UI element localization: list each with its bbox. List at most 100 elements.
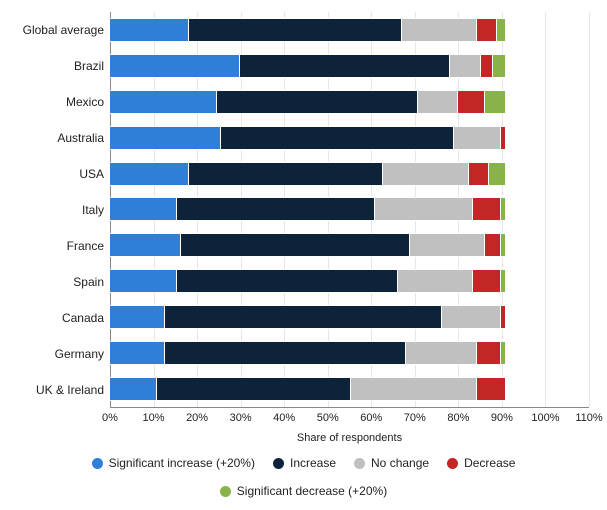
bar-segment-sig_inc[interactable] bbox=[110, 55, 240, 77]
bar-segment-dec[interactable] bbox=[473, 270, 501, 292]
bar-segment-inc[interactable] bbox=[157, 378, 351, 400]
bar-segment-sig_inc[interactable] bbox=[110, 378, 157, 400]
bar-segment-dec[interactable] bbox=[485, 234, 501, 256]
category-label: Canada bbox=[18, 301, 104, 335]
bar-segment-dec[interactable] bbox=[501, 306, 505, 328]
bar-segment-nochg[interactable] bbox=[398, 270, 473, 292]
bar-segment-inc[interactable] bbox=[189, 163, 383, 185]
x-tick-label: 100% bbox=[531, 412, 559, 424]
bar-segment-dec[interactable] bbox=[501, 127, 505, 149]
category-label: France bbox=[18, 229, 104, 263]
bar-segment-sig_dec[interactable] bbox=[489, 163, 505, 185]
category-label: Italy bbox=[18, 193, 104, 227]
bar-segment-inc[interactable] bbox=[165, 306, 441, 328]
bar-segment-dec[interactable] bbox=[458, 91, 486, 113]
bar-segment-inc[interactable] bbox=[240, 55, 449, 77]
x-tick-label: 110% bbox=[575, 412, 602, 424]
category-label: USA bbox=[18, 157, 104, 191]
bar-segment-sig_inc[interactable] bbox=[110, 19, 189, 41]
bar-segment-inc[interactable] bbox=[217, 91, 418, 113]
x-tick-label: 10% bbox=[143, 412, 165, 424]
bar-segment-sig_dec[interactable] bbox=[501, 342, 505, 364]
legend-swatch-icon bbox=[354, 458, 365, 469]
x-tick-label: 70% bbox=[404, 412, 426, 424]
bar-segment-nochg[interactable] bbox=[410, 234, 485, 256]
bar-segment-dec[interactable] bbox=[477, 19, 497, 41]
bar-segment-sig_dec[interactable] bbox=[497, 19, 505, 41]
bar-segment-sig_inc[interactable] bbox=[110, 306, 165, 328]
bar-segment-dec[interactable] bbox=[477, 342, 501, 364]
x-tick-label: 0% bbox=[102, 412, 118, 424]
category-label: Global average bbox=[18, 13, 104, 47]
legend-label: No change bbox=[371, 456, 429, 470]
x-tick-label: 30% bbox=[230, 412, 252, 424]
category-label: UK & Ireland bbox=[18, 373, 104, 407]
bar-row[interactable] bbox=[110, 197, 545, 221]
bar-segment-sig_dec[interactable] bbox=[501, 270, 505, 292]
bar-segment-sig_inc[interactable] bbox=[110, 198, 177, 220]
bar-segment-sig_inc[interactable] bbox=[110, 342, 165, 364]
bar-segment-sig_inc[interactable] bbox=[110, 163, 189, 185]
bar-row[interactable] bbox=[110, 233, 545, 257]
bar-row[interactable] bbox=[110, 54, 545, 78]
bar-row[interactable] bbox=[110, 305, 545, 329]
bar-segment-nochg[interactable] bbox=[383, 163, 470, 185]
bar-segment-dec[interactable] bbox=[469, 163, 489, 185]
bar-segment-inc[interactable] bbox=[189, 19, 402, 41]
legend-swatch-icon bbox=[447, 458, 458, 469]
bar-segment-dec[interactable] bbox=[477, 378, 505, 400]
bar-row[interactable] bbox=[110, 126, 545, 150]
bar-row[interactable] bbox=[110, 269, 545, 293]
bar-row[interactable] bbox=[110, 162, 545, 186]
bar-segment-inc[interactable] bbox=[177, 198, 374, 220]
legend-item[interactable]: Decrease bbox=[447, 456, 515, 470]
bar-segment-dec[interactable] bbox=[481, 55, 493, 77]
bar-segment-sig_inc[interactable] bbox=[110, 127, 221, 149]
bar-segment-sig_dec[interactable] bbox=[501, 234, 505, 256]
bar-segment-inc[interactable] bbox=[181, 234, 410, 256]
category-label: Australia bbox=[18, 121, 104, 155]
bar-segment-sig_inc[interactable] bbox=[110, 234, 181, 256]
bar-segment-sig_dec[interactable] bbox=[485, 91, 505, 113]
x-tick-label: 80% bbox=[447, 412, 469, 424]
x-tick-label: 20% bbox=[186, 412, 208, 424]
bar-segment-nochg[interactable] bbox=[418, 91, 457, 113]
legend-swatch-icon bbox=[273, 458, 284, 469]
x-axis-title: Share of respondents bbox=[110, 432, 589, 444]
bar-segment-nochg[interactable] bbox=[402, 19, 477, 41]
bar-row[interactable] bbox=[110, 90, 545, 114]
bar-segment-nochg[interactable] bbox=[375, 198, 474, 220]
x-tick-label: 50% bbox=[317, 412, 339, 424]
bars bbox=[110, 12, 589, 407]
bar-segment-inc[interactable] bbox=[221, 127, 454, 149]
legend-label: Increase bbox=[290, 456, 336, 470]
category-label: Spain bbox=[18, 265, 104, 299]
plot-area: Global averageBrazilMexicoAustraliaUSAIt… bbox=[18, 12, 589, 408]
bar-segment-nochg[interactable] bbox=[406, 342, 477, 364]
legend-label: Significant increase (+20%) bbox=[109, 456, 255, 470]
legend-label: Decrease bbox=[464, 456, 515, 470]
bar-segment-sig_dec[interactable] bbox=[493, 55, 505, 77]
bar-segment-nochg[interactable] bbox=[351, 378, 477, 400]
legend-item[interactable]: Increase bbox=[273, 456, 336, 470]
bar-row[interactable] bbox=[110, 18, 545, 42]
bar-segment-sig_inc[interactable] bbox=[110, 270, 177, 292]
bar-segment-sig_inc[interactable] bbox=[110, 91, 217, 113]
bar-segment-sig_dec[interactable] bbox=[501, 198, 505, 220]
bar-row[interactable] bbox=[110, 377, 545, 401]
bar-segment-dec[interactable] bbox=[473, 198, 501, 220]
legend-item[interactable]: Significant increase (+20%) bbox=[92, 456, 255, 470]
bar-segment-inc[interactable] bbox=[177, 270, 398, 292]
bar-segment-nochg[interactable] bbox=[450, 55, 482, 77]
bar-segment-nochg[interactable] bbox=[442, 306, 501, 328]
x-tick-label: 60% bbox=[360, 412, 382, 424]
y-axis-labels: Global averageBrazilMexicoAustraliaUSAIt… bbox=[18, 12, 110, 408]
x-axis-row: Share of respondents 0%10%20%30%40%50%60… bbox=[18, 408, 589, 450]
bar-segment-inc[interactable] bbox=[165, 342, 406, 364]
legend-item[interactable]: No change bbox=[354, 456, 429, 470]
chart-container: Global averageBrazilMexicoAustraliaUSAIt… bbox=[0, 0, 607, 510]
bar-row[interactable] bbox=[110, 341, 545, 365]
bar-segment-nochg[interactable] bbox=[454, 127, 501, 149]
legend-item[interactable]: Significant decrease (+20%) bbox=[220, 484, 387, 498]
gridline bbox=[589, 12, 590, 407]
